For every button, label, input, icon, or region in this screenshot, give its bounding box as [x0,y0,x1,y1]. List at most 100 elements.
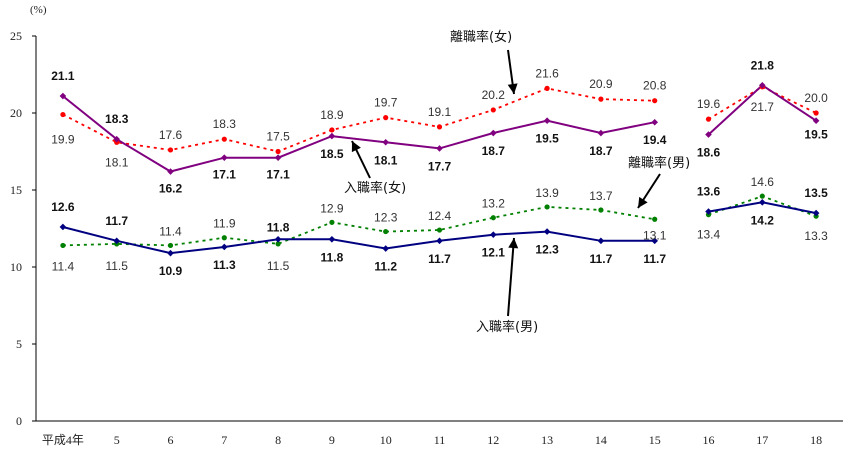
data-label-jm: 11.8 [321,250,344,264]
data-label-rf: 20.9 [589,77,613,91]
x-tick-labels: 平成4年 5 6 7 8 9 10 11 12 13 14 15 16 17 18 [42,433,822,447]
data-label-jf: 19.4 [643,133,667,147]
data-label-rm: 14.6 [751,175,775,189]
data-label-jm: 11.3 [213,258,236,272]
data-label-jm: 11.7 [428,252,451,266]
series-line-rm [62,205,655,247]
arrow-accession-male [507,237,515,317]
point-jf [436,145,443,152]
data-label-jm: 13.5 [804,186,828,200]
data-label-jf: 21.1 [51,69,75,83]
data-label-jm: 12.3 [535,243,559,257]
point-rm [60,242,66,249]
point-rm [329,219,335,225]
x-tick-label: 6 [168,433,174,447]
arrow-accession-male-head [508,238,519,249]
point-rf [813,110,819,116]
x-tick-label: 16 [703,433,715,447]
point-rf [436,124,443,130]
arrow-separation-male-head [638,196,648,208]
data-label-rm: 13.1 [643,228,667,242]
x-tick-label: 9 [329,433,335,447]
point-jf [597,129,605,137]
data-label-jm: 14.2 [751,213,775,227]
point-jm [543,228,551,235]
data-label-jf: 18.7 [589,144,613,158]
data-label-jf: 17.1 [266,168,290,182]
annotation-accession-female: 入職率(女) [344,180,406,196]
data-label-rm: 13.9 [535,186,559,200]
point-rm [544,204,550,210]
arrow-accession-female-head [351,141,361,153]
data-labels: 19.9 18.1 17.6 18.3 17.5 18.9 19.7 19.1 20.2 21.6… [51,58,828,278]
data-label-jf: 18.5 [320,147,344,161]
data-label-rm: 12.4 [428,209,452,223]
data-label-jf: 17.7 [428,159,452,173]
x-tick-label: 13 [541,433,553,447]
data-label-rf: 20.0 [804,91,828,105]
point-jf [812,117,820,124]
point-rm [759,193,765,199]
point-rf [275,148,281,155]
point-jf [328,132,336,140]
data-label-rm: 13.3 [804,229,828,243]
point-rf [60,111,66,118]
x-tick-label: 7 [221,433,227,447]
data-label-jf: 19.5 [804,128,828,142]
data-label-jf: 18.3 [105,112,129,126]
data-label-rf: 20.8 [643,79,667,93]
point-jm [167,249,174,257]
point-jf [167,168,174,175]
y-tick-label: 25 [10,29,22,43]
data-label-rm: 12.3 [374,211,398,225]
data-label-jm: 12.6 [51,200,75,214]
series-points [59,81,820,257]
data-label-jf: 17.1 [213,168,237,182]
data-label-rf: 18.1 [105,155,129,169]
data-label-rm: 12.9 [320,201,344,215]
data-label-rf: 18.9 [320,108,344,122]
annotation-separation-male: 離職率(男) [628,155,690,171]
axes [32,35,843,422]
point-rf [383,115,389,121]
point-jm [812,209,820,217]
point-rm [598,207,604,213]
x-tick-label: 18 [810,433,822,447]
point-jf [651,118,658,126]
point-jm [759,199,766,206]
x-tick-label: 11 [434,433,446,447]
annotation-accession-male: 入職率(男) [476,319,538,335]
annotation-arrows [351,49,661,317]
point-jm [113,237,120,245]
y-tick-label: 5 [16,337,22,351]
y-tick-label: 0 [16,414,22,428]
x-tick-label: 平成4年 [42,433,84,447]
point-rm [383,228,389,235]
data-label-jm: 11.7 [590,252,613,266]
point-jm [705,208,712,215]
data-label-rm: 11.4 [52,259,75,273]
y-tick-label: 10 [10,260,22,274]
point-rf [221,136,227,142]
x-tick-label: 15 [649,433,661,447]
x-tick-label: 12 [487,433,499,447]
data-label-jm: 11.2 [374,260,397,274]
point-jf [59,92,67,100]
point-rf [167,147,174,153]
annotation-separation-female: 離職率(女) [450,29,512,45]
data-label-jf: 21.8 [751,58,775,72]
point-rf [652,98,658,104]
data-label-jf: 18.1 [374,153,398,167]
point-rf [329,127,335,133]
point-jf [113,135,120,143]
point-jf [759,81,766,89]
point-jm [597,237,605,245]
point-jf [543,117,551,124]
point-jf [382,138,389,146]
point-rm [490,215,496,221]
data-label-rf: 21.7 [751,100,775,114]
y-tick-labels: 0 5 10 15 20 25 [10,29,22,428]
series-line-rf [62,87,655,153]
point-jf [705,131,712,138]
